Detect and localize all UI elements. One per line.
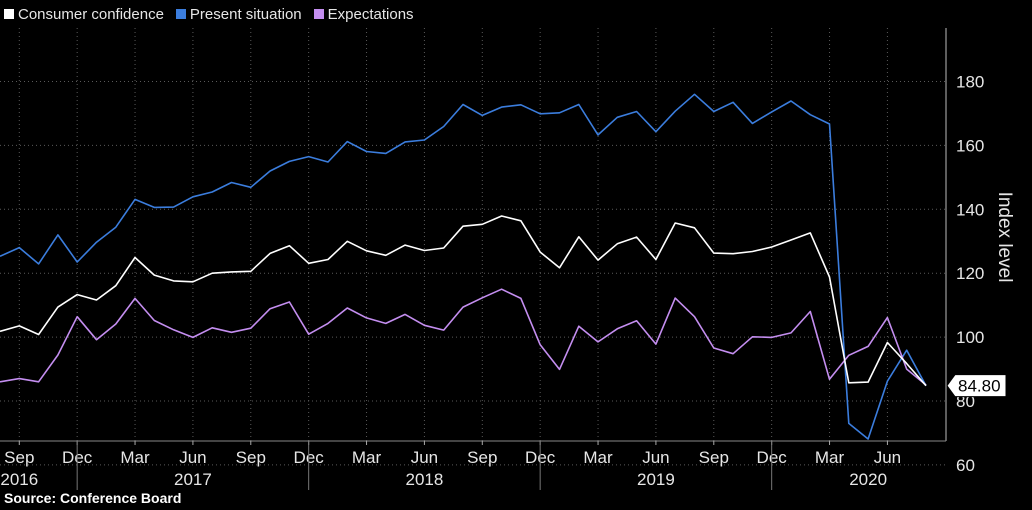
legend-label: Present situation [189, 5, 302, 23]
y-tick-label: 140 [956, 200, 984, 219]
last-value-callout [946, 374, 1007, 398]
legend-item-consumer-confidence: Consumer confidence [4, 6, 164, 23]
year-label: 2016 [0, 470, 38, 489]
legend-swatch-expectations [313, 9, 324, 19]
x-tick-label: Jun [179, 448, 206, 467]
x-tick-label: Jun [411, 448, 438, 467]
legend-item-expectations: Expectations [313, 5, 414, 23]
legend-item-present-situation: Present situation [175, 5, 302, 23]
x-tick-label: Mar [352, 448, 382, 467]
y-axis-title-text: Index level [994, 191, 1015, 283]
legend: Consumer confidence Present situation Ex… [4, 5, 426, 23]
legend-label: Expectations [327, 5, 414, 23]
y-tick-label: 100 [956, 328, 984, 347]
legend-label: Consumer confidence [18, 5, 164, 23]
legend-swatch-present-situation [175, 9, 186, 19]
x-tick-label: Sep [467, 448, 497, 467]
x-tick-label: Sep [4, 448, 34, 467]
year-label: 2017 [174, 470, 212, 489]
x-tick-label: Jun [874, 448, 901, 467]
x-tick-label: Sep [236, 448, 266, 467]
x-tick-label: Mar [583, 448, 613, 467]
legend-swatch-consumer-confidence [4, 9, 14, 19]
year-label: 2018 [406, 470, 444, 489]
y-tick-label: 60 [956, 456, 975, 475]
y-tick-label: 160 [956, 136, 984, 155]
x-tick-label: Sep [699, 448, 729, 467]
series-line-consumer-confidence [0, 215, 927, 387]
x-tick-label: Mar [815, 448, 845, 467]
year-label: 2020 [849, 470, 887, 489]
y-tick-label: 180 [956, 73, 984, 92]
source-note: Source: Conference Board [4, 490, 182, 506]
year-label: 2019 [637, 470, 675, 489]
last-value-label: 84.80 [958, 377, 1001, 396]
x-tick-label: Jun [642, 448, 669, 467]
series-line-expectations [0, 288, 927, 386]
series-line-present-situation [0, 93, 927, 440]
x-tick-label: Mar [120, 448, 150, 467]
y-tick-label: 120 [956, 264, 984, 283]
